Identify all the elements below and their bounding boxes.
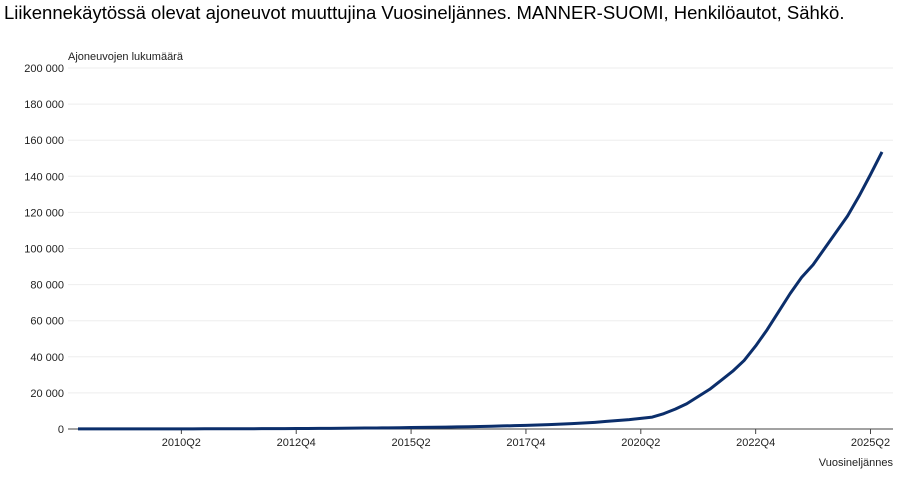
x-tick-label: 2010Q2 bbox=[162, 437, 201, 449]
x-tick-label: 2022Q4 bbox=[736, 437, 775, 449]
y-tick-label: 100 000 bbox=[24, 244, 64, 256]
chart-title: Liikennekäytössä olevat ajoneuvot muuttu… bbox=[4, 2, 845, 23]
y-tick-label: 40 000 bbox=[30, 352, 64, 364]
y-tick-label: 180 000 bbox=[24, 99, 64, 111]
x-axis-label: Vuosineljännes bbox=[819, 457, 894, 469]
series-line bbox=[77, 151, 884, 431]
y-tick-label: 160 000 bbox=[24, 135, 64, 147]
x-tick-label: 2020Q2 bbox=[621, 437, 660, 449]
x-tick-label: 2015Q2 bbox=[392, 437, 431, 449]
y-tick-label: 60 000 bbox=[30, 316, 64, 328]
y-tick-label: 200 000 bbox=[24, 63, 64, 75]
y-tick-label: 20 000 bbox=[30, 388, 64, 400]
y-tick-label: 80 000 bbox=[30, 280, 64, 292]
x-tick-label: 2012Q4 bbox=[277, 437, 316, 449]
y-tick-label: 140 000 bbox=[24, 171, 64, 183]
y-axis-label: Ajoneuvojen lukumäärä bbox=[68, 51, 184, 63]
y-tick-label: 120 000 bbox=[24, 207, 64, 219]
x-tick-label: 2025Q2 bbox=[851, 437, 890, 449]
y-tick-label: 0 bbox=[58, 424, 64, 436]
x-tick-label: 2017Q4 bbox=[506, 437, 545, 449]
